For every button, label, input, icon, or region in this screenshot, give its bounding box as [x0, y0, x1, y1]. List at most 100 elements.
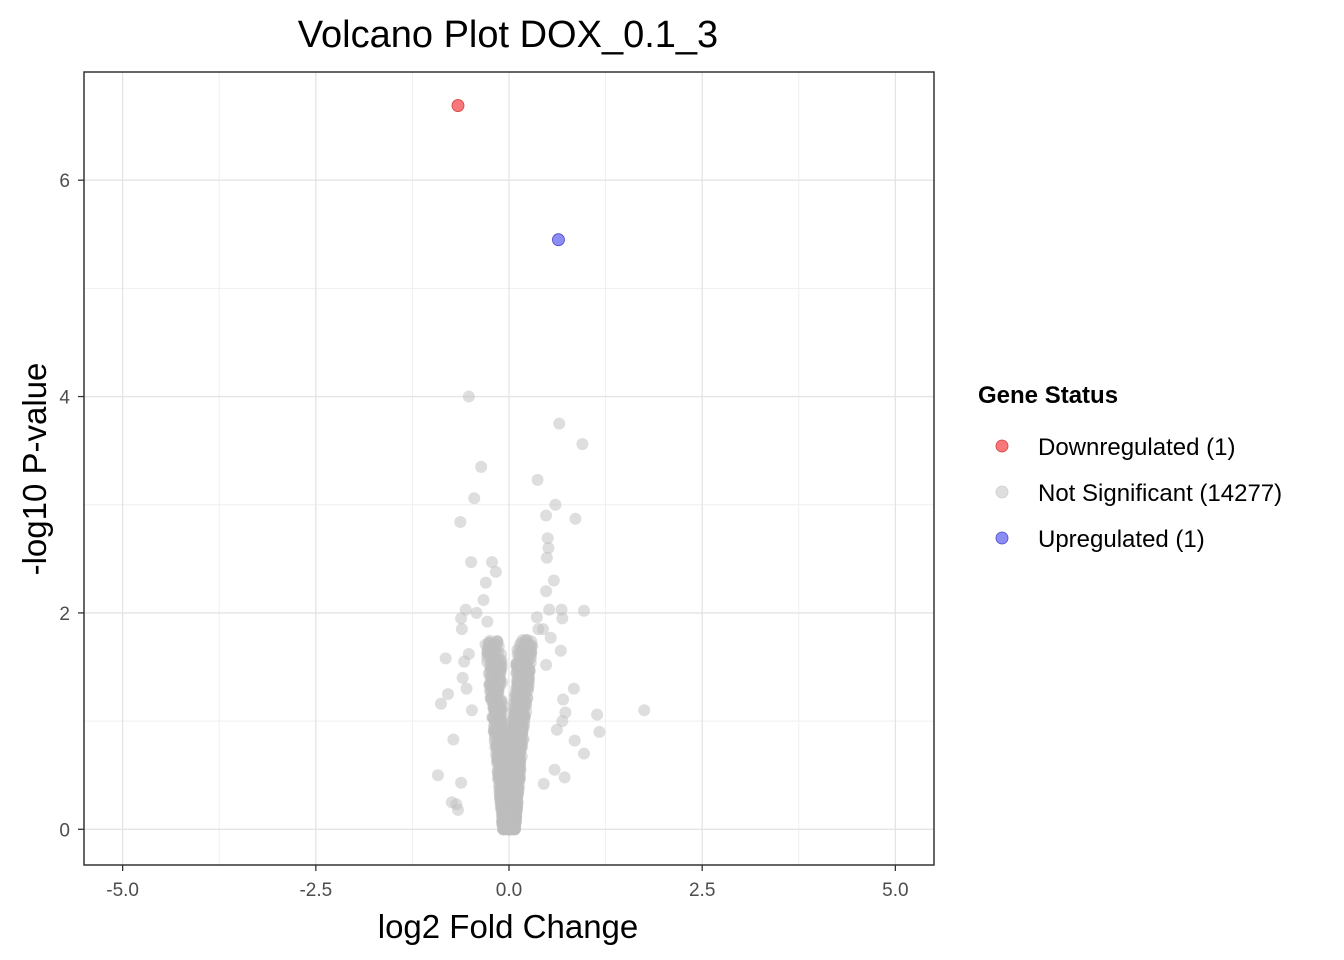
scatter-point-not-significant [470, 606, 483, 619]
scatter-point-not-significant [541, 532, 554, 545]
scatter-point-not-significant [550, 723, 563, 736]
scatter-point-not-significant [511, 782, 524, 795]
scatter-point-not-significant [447, 733, 460, 746]
y-axis-title: -log10 P-value [16, 363, 53, 576]
legend-label: Not Significant (14277) [1038, 480, 1282, 507]
scatter-point-not-significant [435, 697, 447, 710]
scatter-point-not-significant [511, 671, 524, 684]
scatter-point-not-significant [456, 671, 469, 684]
scatter-point-not-significant [495, 695, 508, 708]
legend-label: Upregulated (1) [1038, 526, 1205, 553]
scatter-point-not-significant [458, 655, 471, 668]
scatter-point-not-significant [514, 723, 527, 736]
scatter-point-not-significant [479, 576, 492, 589]
scatter-point-not-significant [558, 771, 571, 784]
series-downregulated [451, 99, 465, 112]
scatter-point-not-significant [537, 777, 550, 790]
chart-title: Volcano Plot DOX_0.1_3 [298, 14, 718, 56]
legend-key [995, 485, 1009, 499]
scatter-point-not-significant [455, 612, 468, 625]
scatter-point-not-significant [556, 612, 569, 625]
series-upregulated [552, 233, 565, 247]
scatter-point-not-significant [520, 697, 533, 710]
scatter-point-not-significant [522, 668, 535, 681]
scatter-point-not-significant [540, 551, 553, 564]
scatter-point-not-significant [569, 512, 582, 525]
scatter-point-not-significant [531, 473, 544, 486]
scatter-point-not-significant [591, 708, 604, 721]
legend-key [995, 439, 1009, 453]
scatter-point-not-significant [555, 603, 568, 616]
scatter-point-not-significant [475, 460, 488, 473]
legend-item: Upregulated (1) [995, 526, 1205, 553]
scatter-point-not-significant [557, 693, 570, 706]
scatter-point-not-significant [577, 604, 590, 617]
scatter-point-downregulated [451, 99, 465, 112]
scatter-point-not-significant [553, 417, 566, 430]
scatter-point-not-significant [576, 438, 589, 451]
legend-key [995, 531, 1009, 545]
x-tick-label: 5.0 [882, 880, 908, 901]
scatter-point-not-significant [487, 725, 500, 738]
data-points [431, 99, 651, 836]
x-axis: -5.0 -2.5 0.0 2.5 5.0 [106, 865, 909, 901]
scatter-point-not-significant [577, 747, 590, 760]
scatter-point-not-significant [568, 734, 581, 747]
scatter-point-not-significant [540, 658, 553, 671]
scatter-point-not-significant [455, 623, 468, 636]
legend-label: Downregulated (1) [1038, 434, 1235, 461]
scatter-point-not-significant [510, 660, 523, 673]
legend-item: Downregulated (1) [995, 434, 1235, 461]
scatter-point-not-significant [486, 711, 499, 724]
scatter-point-not-significant [549, 498, 562, 511]
legend-item: Not Significant (14277) [995, 480, 1282, 507]
scatter-point-not-significant [431, 769, 444, 782]
scatter-point-not-significant [493, 676, 506, 689]
scatter-point-not-significant [520, 633, 532, 646]
x-tick-label: 2.5 [689, 880, 715, 901]
scatter-point-not-significant [507, 817, 520, 830]
legend: Gene Status Downregulated (1) Not Signifi… [978, 382, 1282, 553]
scatter-point-not-significant [454, 516, 467, 529]
scatter-point-not-significant [483, 678, 496, 691]
legend-title: Gene Status [978, 382, 1118, 409]
x-tick-label: -5.0 [106, 880, 139, 901]
scatter-point-not-significant [465, 556, 478, 569]
scatter-point-not-significant [567, 682, 580, 695]
y-tick-label: 2 [59, 604, 70, 625]
scatter-point-not-significant [512, 688, 525, 701]
scatter-point-not-significant [638, 704, 651, 717]
y-tick-label: 6 [59, 171, 70, 192]
series-not-significant [431, 390, 651, 816]
scatter-point-not-significant [514, 732, 527, 745]
y-tick-label: 4 [59, 388, 70, 409]
scatter-point-not-significant [493, 743, 506, 756]
scatter-point-not-significant [513, 650, 526, 663]
scatter-point-not-significant [512, 745, 525, 758]
not-significant-cloud [479, 634, 539, 836]
scatter-point-not-significant [477, 593, 490, 606]
scatter-point-not-significant [489, 565, 502, 578]
scatter-point-not-significant [452, 803, 464, 816]
scatter-point-not-significant [543, 603, 556, 616]
scatter-point-not-significant [554, 644, 567, 657]
scatter-point-not-significant [556, 715, 569, 728]
scatter-point-not-significant [455, 776, 468, 789]
scatter-point-not-significant [481, 615, 494, 628]
scatter-point-not-significant [530, 611, 543, 624]
scatter-point-not-significant [462, 390, 475, 403]
plot-area [83, 71, 935, 866]
scatter-point-upregulated [552, 233, 565, 247]
scatter-point-not-significant [441, 688, 454, 701]
scatter-point-not-significant [487, 644, 500, 657]
x-tick-label: -2.5 [299, 880, 332, 901]
scatter-point-not-significant [547, 574, 560, 587]
scatter-point-not-significant [544, 631, 557, 644]
scatter-point-not-significant [465, 704, 478, 717]
scatter-point-not-significant [495, 654, 508, 667]
scatter-point-not-significant [593, 725, 606, 738]
scatter-point-not-significant [460, 682, 473, 695]
scatter-point-not-significant [439, 652, 452, 665]
scatter-point-not-significant [510, 762, 523, 775]
